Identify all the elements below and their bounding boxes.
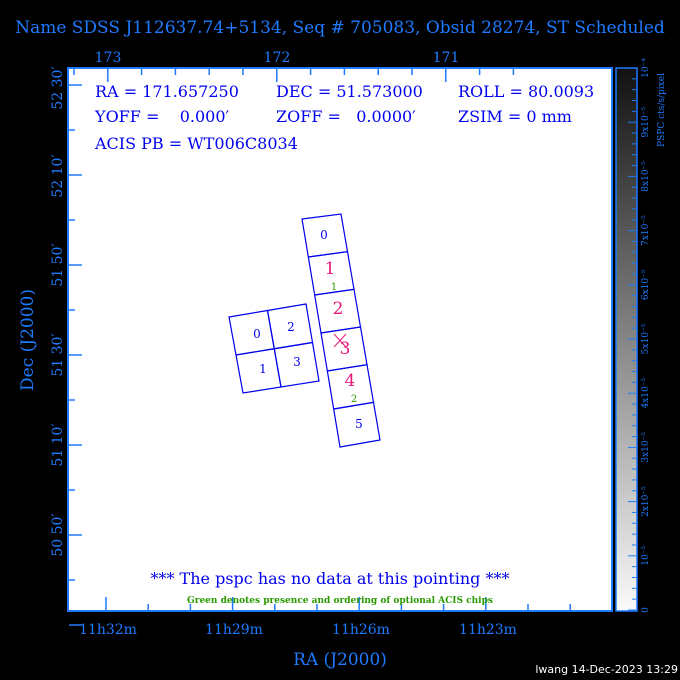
colorbar-tick-label: 4x10⁻⁵ (641, 378, 651, 409)
i-array-chip-label: 2 (287, 320, 295, 334)
pspc-notice: *** The pspc has no data at this pointin… (150, 569, 509, 588)
optional-chip-order-label: 2 (351, 394, 357, 405)
s-array-chip-label: 1 (325, 259, 336, 279)
colorbar-tick-label: 0 (641, 607, 651, 613)
user-timestamp: lwang 14-Dec-2023 13:29 (535, 663, 678, 676)
i-array-chip-label: 1 (259, 362, 267, 376)
aimpoint-x-marker (333, 333, 347, 348)
s-array-chip-label: 2 (333, 299, 344, 319)
i-array-chip-label: 0 (253, 327, 261, 341)
colorbar (615, 67, 638, 612)
colorbar-tick-label: 3x10⁻⁵ (641, 432, 651, 463)
dec-readout: DEC = 51.573000 (276, 82, 423, 101)
colorbar-tick-label: 7x10⁻⁵ (641, 215, 651, 246)
roll-readout: ROLL = 80.0093 (458, 82, 594, 101)
plot-title: Name SDSS J112637.74+5134, Seq # 705083,… (15, 18, 665, 38)
s-array-chip-label: 5 (355, 417, 363, 431)
colorbar-tick-label: 9x10⁻⁵ (641, 107, 651, 138)
s-array-chip-label: 0 (320, 228, 328, 242)
bottom-axis-label: 11h32m (79, 622, 137, 638)
ra-readout: RA = 171.657250 (95, 82, 239, 101)
s-array-chip-label: 4 (345, 371, 356, 391)
optional-chips-note: Green denotes presence and ordering of o… (187, 596, 493, 606)
bottom-axis-label: 11h26m (332, 622, 390, 638)
y-axis-label: Dec (J2000) (18, 289, 38, 391)
left-axis-label: 50 50′ (50, 513, 66, 556)
left-axis-label: 52 10′ (50, 154, 66, 197)
bottom-axis-label: 11h29m (205, 622, 263, 638)
top-axis-label: 171 (433, 50, 460, 66)
colorbar-label: PSPC cts/s/pixel (657, 73, 667, 147)
zsim-readout: ZSIM = 0 mm (458, 107, 572, 126)
plot-frame (67, 67, 613, 612)
left-axis-label: 51 10′ (50, 423, 66, 466)
optional-chip-order-label: 1 (331, 282, 337, 293)
colorbar-tick-label: 2x10⁻⁵ (641, 486, 651, 517)
left-axis-label: 51 50′ (50, 243, 66, 286)
left-axis-label: 52 30′ (50, 66, 66, 109)
top-axis-label: 172 (264, 50, 291, 66)
colorbar-tick-label: 10⁻⁴ (641, 58, 651, 78)
acis-pb-readout: ACIS PB = WT006C8034 (94, 134, 298, 153)
top-axis-label: 173 (95, 50, 122, 66)
x-axis-label: RA (J2000) (293, 650, 387, 670)
yoff-readout: YOFF = 0.000′ (94, 107, 230, 126)
zoff-readout: ZOFF = 0.0000′ (276, 107, 416, 126)
colorbar-tick-label: 5x10⁻⁵ (641, 323, 651, 354)
i-array-chip (273, 341, 320, 388)
i-array-chip-label: 3 (293, 355, 301, 369)
left-axis-label: 51 30′ (50, 333, 66, 376)
colorbar-tick-label: 6x10⁻⁵ (641, 269, 651, 300)
s-array-chip-label: 3 (340, 339, 351, 359)
s-array-chip (332, 401, 381, 448)
colorbar-tick-label: 8x10⁻⁵ (641, 161, 651, 192)
colorbar-tick-label: 10⁻⁵ (641, 546, 651, 566)
bottom-axis-label: 11h23m (459, 622, 517, 638)
